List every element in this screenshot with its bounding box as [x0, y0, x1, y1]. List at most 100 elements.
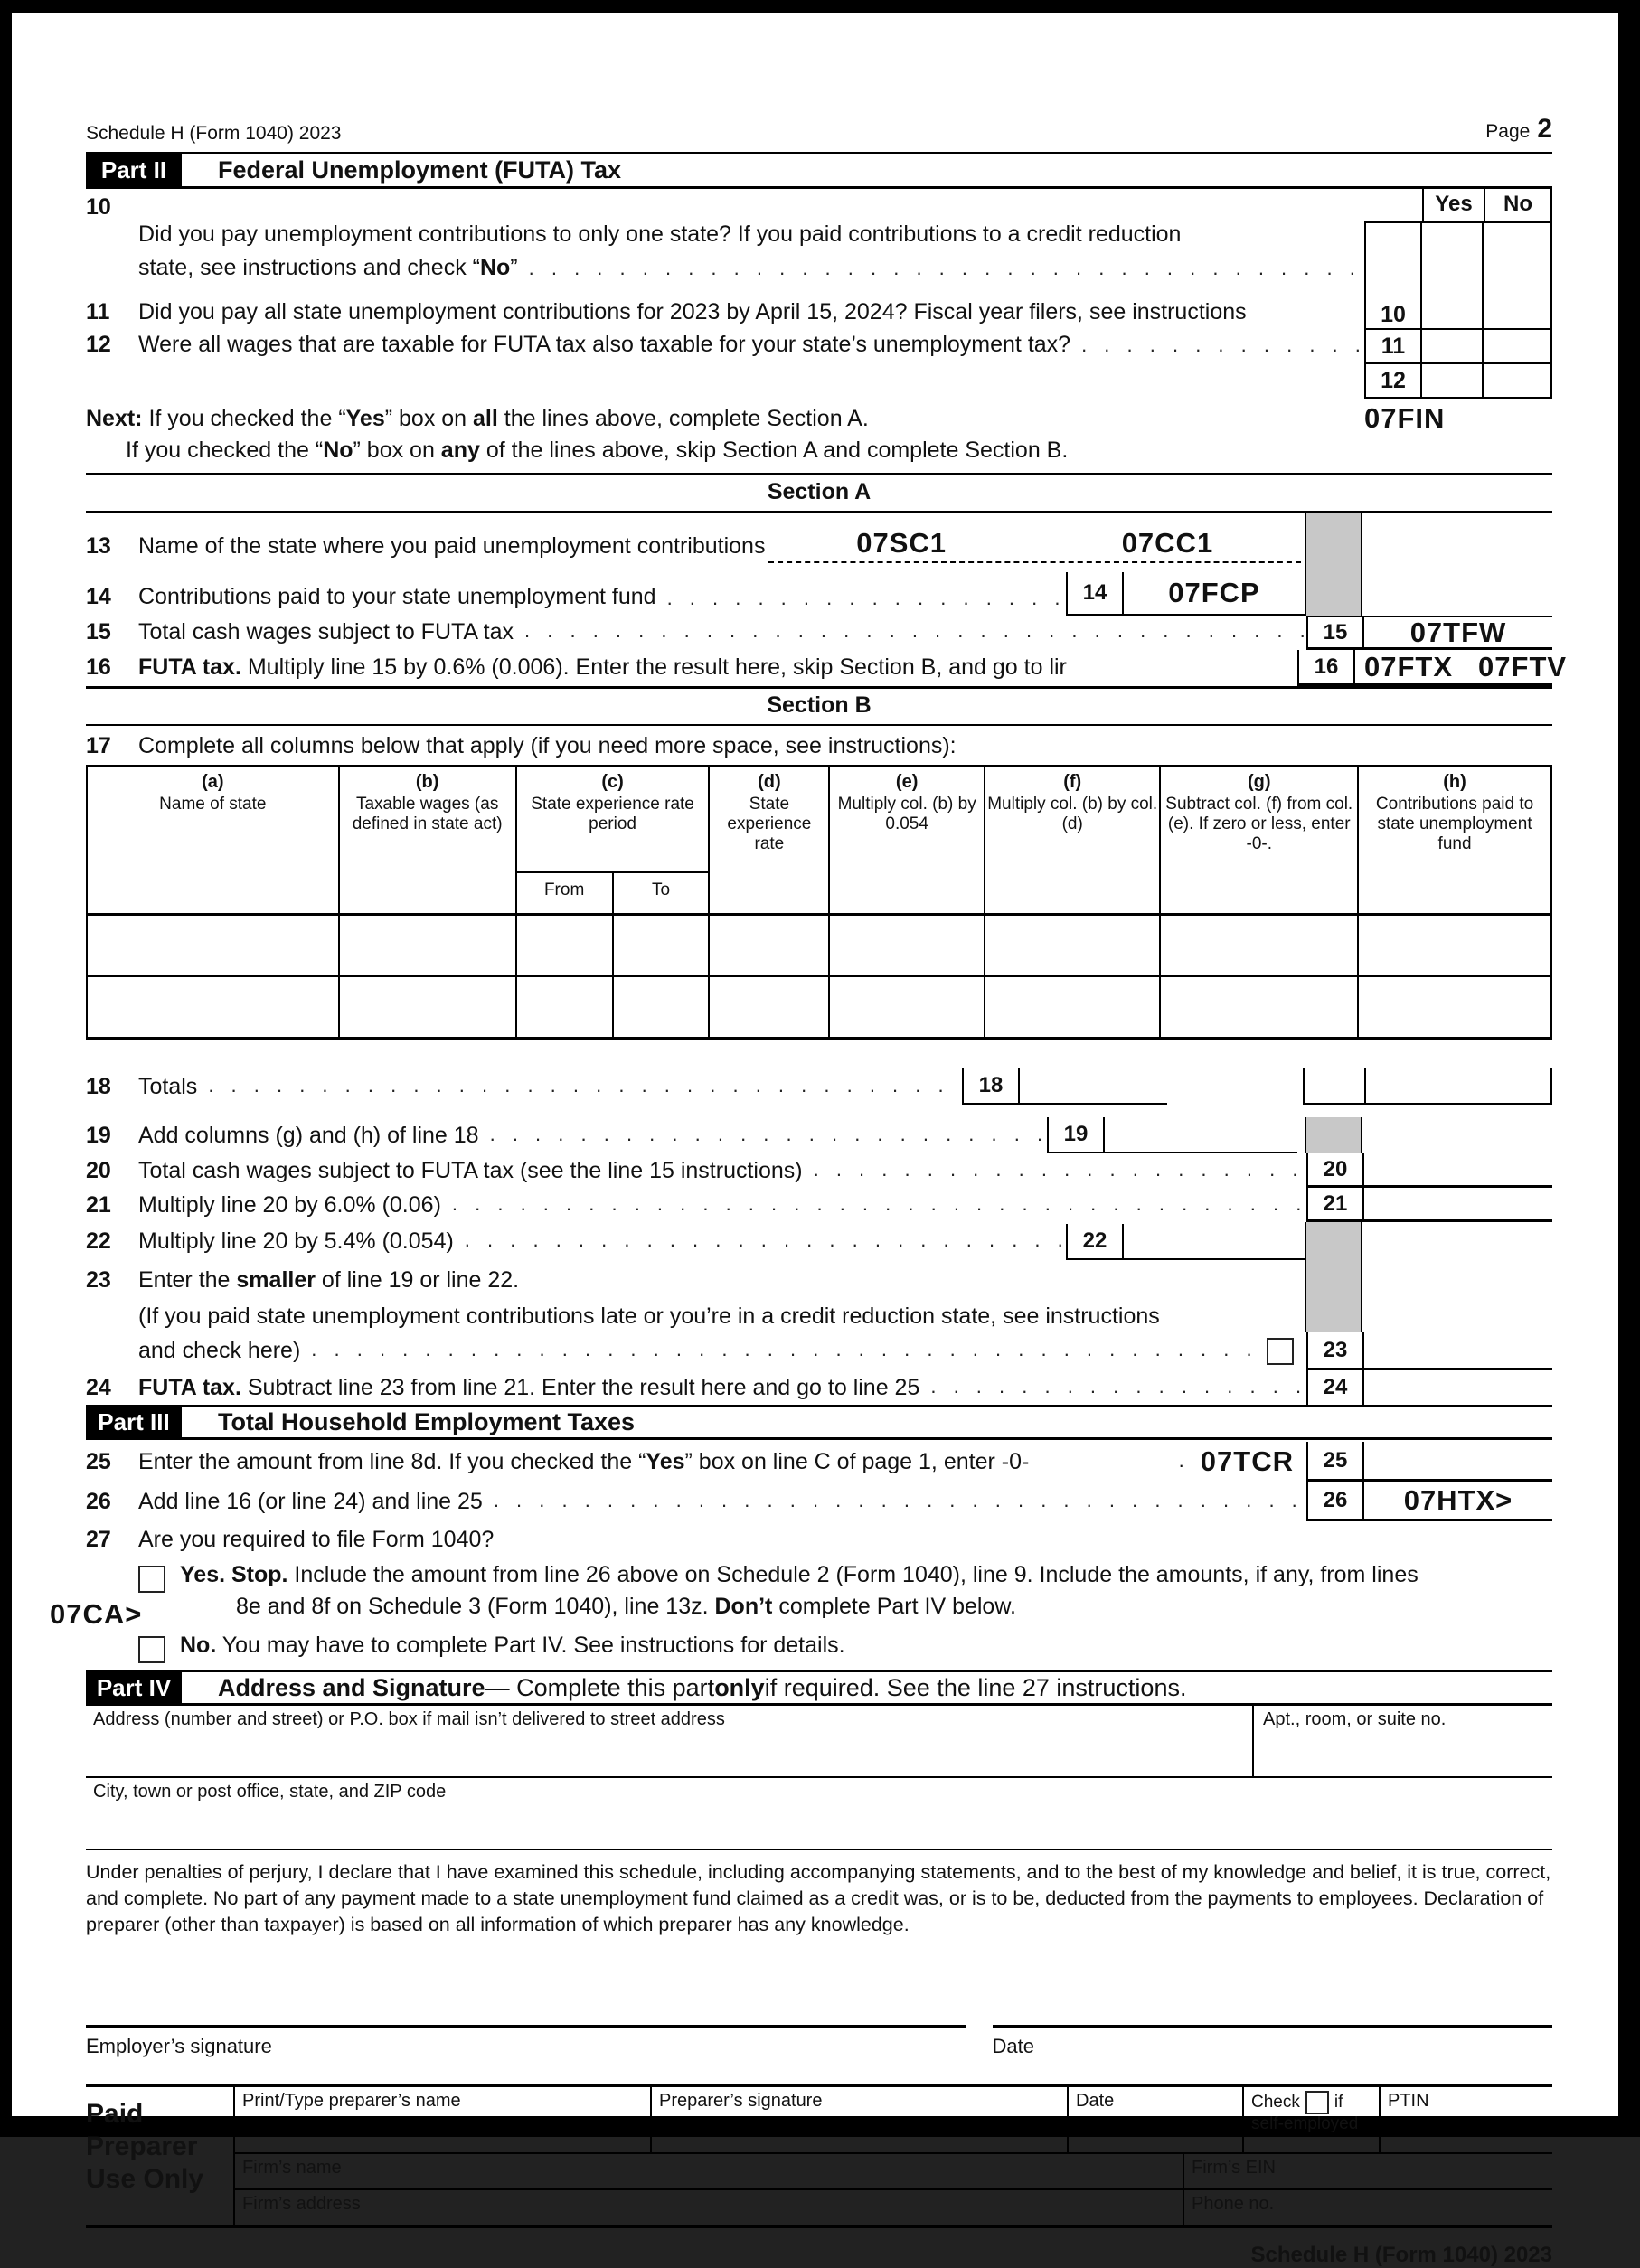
cell-g2[interactable] [1159, 975, 1360, 1040]
line12-text: Were all wages that are taxable for FUTA… [138, 332, 1071, 357]
line11-yes-cell[interactable] [1422, 330, 1482, 362]
line22-value[interactable] [1124, 1224, 1305, 1258]
line13-value-2[interactable]: 07CC1 [1121, 527, 1214, 559]
ptin-field[interactable]: PTIN [1388, 2091, 1429, 2111]
line23-text-2: (If you paid state unemployment contribu… [138, 1303, 1160, 1329]
cell-to1[interactable] [611, 913, 711, 977]
cell-a2[interactable] [86, 975, 340, 1040]
line25-value[interactable]: 07TCR [1200, 1445, 1294, 1477]
line19-box-number: 19 [1047, 1117, 1105, 1152]
employer-signature-field[interactable]: Employer’s signature [86, 2025, 966, 2058]
cell-to2[interactable] [611, 975, 711, 1040]
cell-f2[interactable] [984, 975, 1162, 1040]
section-b-title: Section B [86, 686, 1552, 726]
part4-header: Part IV Address and Signature — Complete… [86, 1670, 1552, 1706]
table-row [86, 975, 1552, 1040]
col-b-header: (b) Taxable wages (as defined in state ac… [337, 765, 517, 916]
line15-value[interactable]: 07TFW [1409, 616, 1507, 648]
line10-yes-cell[interactable] [1422, 223, 1482, 328]
line23-entry-box: 23 [1306, 1332, 1552, 1370]
preparer-date-field[interactable]: Date [1069, 2087, 1244, 2152]
perjury-statement: Under penalties of perjury, I declare th… [86, 1861, 1551, 1935]
line24-box-number: 24 [1306, 1370, 1364, 1405]
line27-no-checkbox[interactable] [138, 1636, 165, 1663]
part3-label: Part III [86, 1407, 182, 1437]
cell-from2[interactable] [514, 975, 614, 1040]
preparer-signature-field[interactable]: Preparer’s signature [652, 2087, 1069, 2152]
line19-value[interactable] [1105, 1117, 1297, 1152]
line26-entry-box: 26 07HTX> [1306, 1482, 1552, 1521]
line11-no-cell[interactable] [1482, 330, 1552, 362]
cell-h2[interactable] [1357, 975, 1552, 1040]
line12-box-number: 12 [1364, 364, 1422, 397]
line10-no-cell[interactable] [1482, 223, 1552, 328]
cell-e2[interactable] [828, 975, 986, 1040]
line24-value[interactable] [1364, 1370, 1552, 1405]
line18-value[interactable] [1020, 1068, 1167, 1103]
phone-field[interactable]: Phone no. [1192, 2194, 1275, 2214]
line16-box-number: 16 [1297, 650, 1355, 683]
line23-row-3: and check here) 23 [86, 1332, 1552, 1370]
dot-leader [1070, 334, 1364, 357]
line26-value[interactable]: 07HTX> [1403, 1483, 1513, 1516]
line14-value[interactable]: 07FCP [1168, 577, 1260, 608]
preparer-row-3: Firm’s address Phone no. [235, 2190, 1552, 2225]
city-label: City, town or post office, state, and ZI… [93, 1782, 447, 1802]
no-column-header: No [1484, 189, 1552, 221]
line18-col-h-cell[interactable] [1364, 1068, 1552, 1103]
line20-box-number: 20 [1306, 1153, 1364, 1185]
table-row [86, 913, 1552, 977]
firm-name-field[interactable]: Firm’s name [235, 2154, 1184, 2188]
cell-f1[interactable] [984, 913, 1162, 977]
city-field[interactable]: City, town or post office, state, and ZI… [86, 1778, 1552, 1850]
line12-no-cell[interactable] [1482, 364, 1552, 397]
col-a-header: (a) Name of state [86, 765, 340, 916]
page-header: Schedule H (Form 1040) 2023 Page 2 [86, 114, 1552, 145]
cell-d2[interactable] [708, 975, 831, 1040]
shaded-cell [1305, 1222, 1362, 1260]
address-field[interactable]: Address (number and street) or P.O. box … [86, 1706, 1254, 1776]
line22-text: Multiply line 20 by 5.4% (0.054) [138, 1228, 454, 1254]
cell-e1[interactable] [828, 913, 986, 977]
line13-value-1[interactable]: 07SC1 [856, 527, 947, 559]
dot-leader [479, 1117, 1047, 1153]
line20-entry-box: 20 [1306, 1153, 1552, 1188]
self-employed-checkbox[interactable] [1305, 2091, 1329, 2114]
line11-row: 11 Did you pay all state unemployment co… [86, 299, 1247, 325]
line23-value[interactable] [1364, 1332, 1552, 1368]
line13-state-entry[interactable]: 07SC1 07CC1 [768, 527, 1301, 563]
line21-value[interactable] [1364, 1188, 1552, 1219]
line11-box-number: 11 [1364, 330, 1422, 362]
line12-yes-cell[interactable] [1422, 364, 1482, 397]
col-to-header: To [611, 871, 711, 916]
line25-row: 25 Enter the amount from line 8d. If you… [86, 1442, 1552, 1482]
shaded-cell [1305, 1298, 1362, 1332]
line22-box-number: 22 [1066, 1224, 1124, 1258]
line19-row: 19 Add columns (g) and (h) of line 18 19 [86, 1117, 1552, 1153]
line21-entry-box: 21 [1306, 1188, 1552, 1222]
signature-date-field[interactable]: Date [992, 2025, 1552, 2058]
firm-ein-field[interactable]: Firm’s EIN [1192, 2158, 1276, 2178]
line14-box-number: 14 [1066, 572, 1124, 614]
line19-entry-box: 19 [1047, 1117, 1297, 1153]
line18-col-g-cell[interactable] [1303, 1068, 1364, 1103]
yes-no-grid: Yes No 10 11 12 [1364, 189, 1552, 399]
futa-questions: 10 Did you pay unemployment contribution… [86, 189, 1552, 399]
cell-b2[interactable] [337, 975, 517, 1040]
firm-address-field[interactable]: Firm’s address [235, 2190, 1184, 2225]
cell-d1[interactable] [708, 913, 831, 977]
line23-checkbox[interactable] [1267, 1338, 1294, 1365]
cell-from1[interactable] [514, 913, 614, 977]
cell-b1[interactable] [337, 913, 517, 977]
preparer-name-field[interactable]: Print/Type preparer’s name [235, 2087, 652, 2152]
apt-field[interactable]: Apt., room, or suite no. [1254, 1706, 1552, 1776]
next-line-2: If you checked the “No” box on any of th… [126, 438, 1069, 463]
cell-g1[interactable] [1159, 913, 1360, 977]
line25-amount[interactable] [1364, 1442, 1552, 1479]
cell-h1[interactable] [1357, 913, 1552, 977]
line16-value[interactable]: 07FTX 07FTV [1364, 650, 1568, 682]
line20-value[interactable] [1364, 1153, 1552, 1185]
cell-a1[interactable] [86, 913, 340, 977]
line27-yes-checkbox[interactable] [138, 1566, 165, 1593]
yes-column-header: Yes [1422, 189, 1484, 221]
